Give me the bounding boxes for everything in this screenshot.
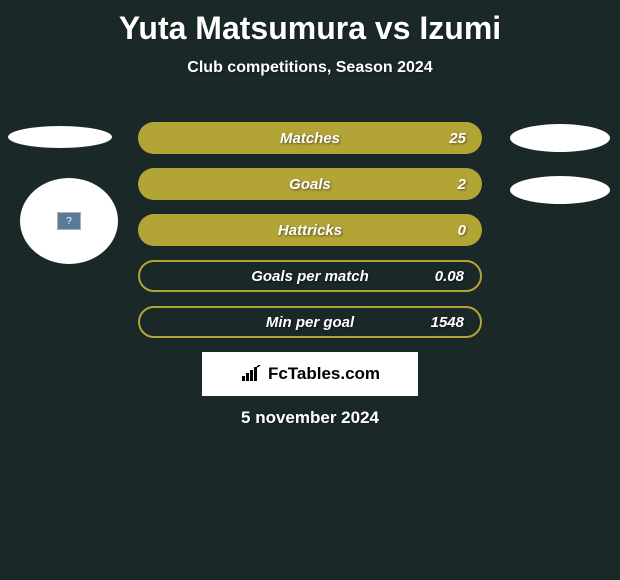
stat-value: 0.08 (435, 268, 464, 285)
stat-label: Matches (280, 130, 340, 147)
fctables-logo: FcTables.com (202, 352, 418, 396)
stat-label: Hattricks (278, 222, 342, 239)
logo-text: FcTables.com (240, 364, 380, 384)
badge-icon: ? (57, 212, 81, 230)
stat-value: 2 (458, 176, 466, 193)
stat-bar-goals-per-match: Goals per match 0.08 (138, 260, 482, 292)
stat-bar-hattricks: Hattricks 0 (138, 214, 482, 246)
player-badge: ? (20, 178, 118, 264)
decorative-ellipse-right-bottom (510, 176, 610, 204)
page-subtitle: Club competitions, Season 2024 (0, 59, 620, 77)
decorative-ellipse-left (8, 126, 112, 148)
stat-label: Goals (289, 176, 331, 193)
stat-bar-goals: Goals 2 (138, 168, 482, 200)
stat-bar-matches: Matches 25 (138, 122, 482, 154)
logo-label: FcTables.com (268, 364, 380, 384)
stat-value: 0 (458, 222, 466, 239)
stat-value: 1548 (431, 314, 464, 331)
stat-label: Goals per match (251, 268, 369, 285)
page-title: Yuta Matsumura vs Izumi (0, 0, 620, 47)
stat-value: 25 (449, 130, 466, 147)
chart-icon (240, 365, 262, 383)
decorative-ellipse-right-top (510, 124, 610, 152)
stats-container: Matches 25 Goals 2 Hattricks 0 Goals per… (138, 122, 482, 352)
date-label: 5 november 2024 (0, 408, 620, 428)
stat-label: Min per goal (266, 314, 354, 331)
stat-bar-min-per-goal: Min per goal 1548 (138, 306, 482, 338)
